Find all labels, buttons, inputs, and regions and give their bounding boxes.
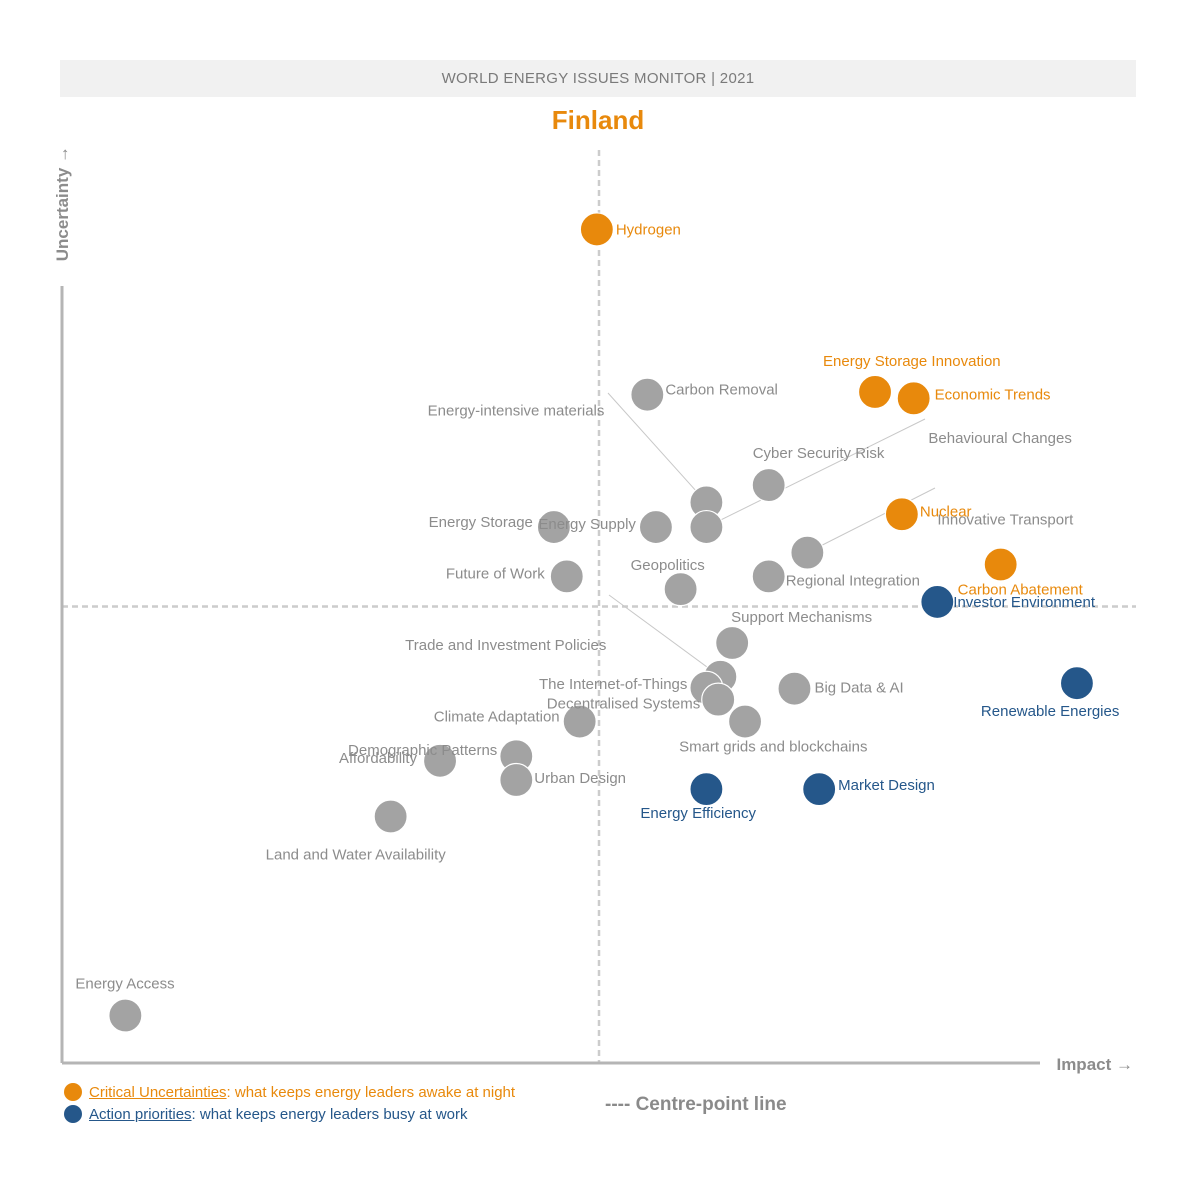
point-affordability (422, 743, 458, 778)
point-label-energy-storage-innovation: Energy Storage Innovation (823, 353, 1001, 370)
legend-critical-text: : what keeps energy leaders awake at nig… (226, 1083, 516, 1101)
point-label-energy-storage: Energy Storage (429, 514, 533, 531)
point-label-smart-grids-and-blockchains: Smart grids and blockchains (679, 739, 867, 756)
point-regional-integration (751, 559, 786, 594)
point-label-regional-integration: Regional Integration (786, 572, 920, 589)
point-label-land-and-water-availability: Land and Water Availability (266, 846, 447, 863)
point-label-support-mechanisms: Support Mechanisms (731, 609, 872, 626)
point-label-renewable-energies: Renewable Energies (981, 703, 1119, 720)
chart-title: Finland (551, 105, 645, 135)
point-economic-trends (896, 381, 931, 416)
point-energy-storage (536, 509, 571, 545)
point-label-demographic-patterns: Demographic Patterns (348, 742, 497, 759)
leader-line-energy-intensive-materials (607, 392, 707, 503)
point-market-design (802, 771, 837, 807)
banner-text: WORLD ENERGY ISSUES MONITOR | 2021 (441, 70, 755, 87)
point-energy-supply (638, 509, 674, 545)
point-land-and-water-availability (373, 799, 408, 834)
point-energy-storage-innovation (857, 374, 893, 410)
point-label-big-data-ai: Big Data & AI (814, 680, 903, 697)
point-label-innovative-transport: Innovative Transport (937, 512, 1074, 529)
point-label-carbon-removal: Carbon Removal (665, 382, 778, 399)
point-innovative-transport (790, 535, 825, 570)
point-urban-design (499, 762, 534, 798)
point-label-geopolitics: Geopolitics (631, 557, 705, 574)
point-support-mechanisms (715, 625, 750, 661)
point-geopolitics (663, 572, 698, 607)
point-label-future-of-work: Future of Work (446, 565, 545, 582)
point-label-affordability: Affordability (339, 750, 418, 767)
legend-action-text: : what keeps energy leaders busy at work (191, 1105, 468, 1123)
point-label-trade-and-investment-policies: Trade and Investment Policies (405, 637, 606, 654)
leader-line-behavioural-changes (706, 418, 926, 528)
legend-critical-key: Critical Uncertainties (89, 1083, 227, 1101)
point-carbon-removal (630, 377, 665, 412)
point-decentralised-systems (701, 682, 736, 717)
point-label-climate-adaptation: Climate Adaptation (434, 709, 560, 726)
point-cyber-security-risk (751, 467, 786, 503)
point-big-data-ai (777, 671, 812, 706)
point-climate-adaptation (562, 704, 597, 739)
point-label-hydrogen: Hydrogen (616, 221, 681, 238)
leader-line-trade-and-investment-policies (608, 594, 721, 678)
legend-action-key: Action priorities (89, 1105, 192, 1123)
point-label-energy-intensive-materials: Energy-intensive materials (428, 402, 605, 419)
point-smart-grids-and-blockchains (727, 704, 763, 739)
point-label-market-design: Market Design (838, 777, 935, 794)
header-banner: WORLD ENERGY ISSUES MONITOR | 2021 (60, 60, 1136, 97)
point-label-nuclear: Nuclear (920, 503, 972, 520)
point-label-carbon-abatement: Carbon Abatement (958, 582, 1084, 599)
point-label-economic-trends: Economic Trends (935, 386, 1051, 403)
point-label-urban-design: Urban Design (534, 770, 626, 787)
point-carbon-abatement (983, 547, 1018, 582)
x-axis-label: Impact → (1056, 1055, 1133, 1074)
leader-line-innovative-transport (807, 487, 936, 554)
point-energy-access (108, 998, 143, 1033)
orange-dot-icon (64, 1083, 82, 1101)
point-behavioural-changes (689, 509, 724, 545)
blue-dot-icon (64, 1105, 82, 1123)
legend-critical-uncertainties: Critical Uncertainties: what keeps energ… (64, 1083, 515, 1101)
point-renewable-energies (1059, 666, 1095, 701)
point-label-energy-access: Energy Access (75, 976, 174, 993)
point-label-investor-environment: Investor Environment (953, 594, 1096, 611)
legend-action-priorities: Action priorities: what keeps energy lea… (64, 1105, 468, 1123)
point-nuclear (884, 497, 919, 532)
point-future-of-work (549, 559, 584, 594)
point-label-the-internet-of-things: The Internet-of-Things (539, 676, 687, 693)
point-energy-efficiency (689, 771, 724, 807)
y-axis-label: Uncertainty → (53, 146, 72, 261)
point-label-energy-supply: Energy Supply (538, 516, 636, 533)
point-label-cyber-security-risk: Cyber Security Risk (753, 445, 885, 462)
point-label-decentralised-systems: Decentralised Systems (547, 696, 700, 713)
legend-centre-point-line: ---- Centre-point line (605, 1094, 787, 1115)
point-label-energy-efficiency: Energy Efficiency (640, 805, 756, 822)
point-hydrogen (579, 212, 614, 247)
point-investor-environment (920, 584, 955, 620)
point-label-behavioural-changes: Behavioural Changes (928, 430, 1071, 447)
